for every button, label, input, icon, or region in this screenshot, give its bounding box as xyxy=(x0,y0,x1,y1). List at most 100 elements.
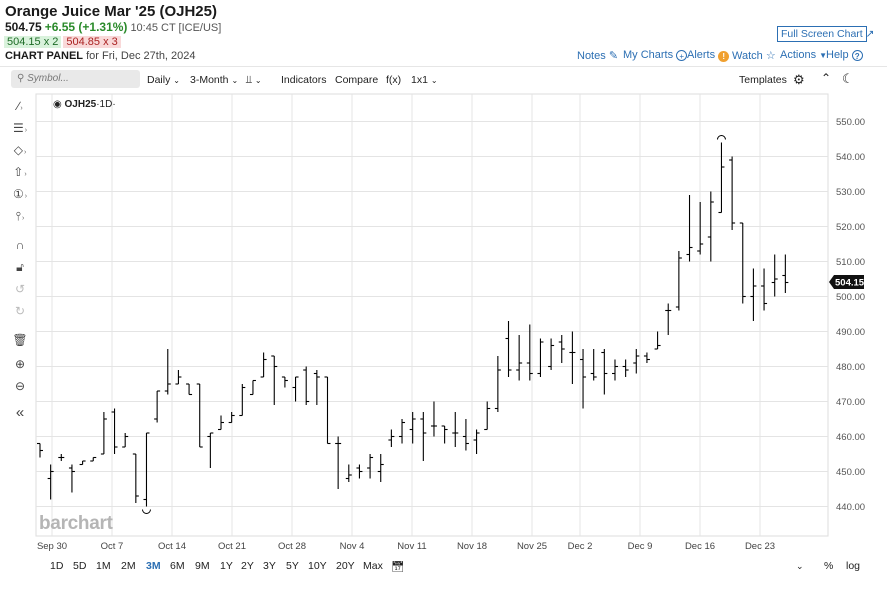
ohlc-bar xyxy=(132,453,139,503)
ohlc-bar xyxy=(324,376,331,445)
ohlc-bar xyxy=(665,303,672,335)
ohlc-bar xyxy=(58,454,65,461)
range-button-3m[interactable]: 3M xyxy=(146,560,161,572)
percent-toggle[interactable]: % xyxy=(824,560,834,572)
pencil-icon: ✎ xyxy=(608,50,619,62)
ohlc-bar xyxy=(388,429,395,447)
zoom-out-icon[interactable]: ⊖ xyxy=(14,379,26,393)
ohlc-bar xyxy=(196,383,203,448)
zoom-in-icon[interactable]: ⊕ xyxy=(14,357,26,371)
ask-badge: 504.85 x 3 xyxy=(63,36,121,48)
y-tick-label: 480.00 xyxy=(836,362,865,373)
x-tick-label: Oct 21 xyxy=(218,541,246,552)
x-tick-label: Oct 7 xyxy=(101,541,124,552)
shapes-tool[interactable]: ◇› xyxy=(13,143,27,157)
trash-icon[interactable]: 🗑︎ xyxy=(12,333,28,347)
panel-title: CHART PANEL xyxy=(5,50,84,62)
my-charts-link[interactable]: My Charts + xyxy=(623,49,688,61)
range-button-1d[interactable]: 1D xyxy=(50,560,64,572)
alerts-link[interactable]: Alerts ! xyxy=(687,49,730,62)
x-tick-label: Nov 18 xyxy=(457,541,487,552)
fibonacci-tool[interactable]: ☰› xyxy=(12,121,28,135)
eye-icon[interactable]: ◉ xyxy=(53,99,62,110)
range-button-2y[interactable]: 2Y xyxy=(241,560,254,572)
collapse-sidebar-icon[interactable]: « xyxy=(15,404,25,421)
ohlc-bar xyxy=(271,355,278,405)
y-tick-label: 460.00 xyxy=(836,432,865,443)
layout-dropdown[interactable]: 1x1 ⌄ xyxy=(411,74,438,86)
lock-icon[interactable]: 🔓︎ xyxy=(16,260,24,274)
actions-menu[interactable]: Actions ▼ xyxy=(780,49,827,61)
ohlc-bar xyxy=(462,419,469,451)
high-marker xyxy=(716,135,726,140)
compare-button[interactable]: Compare xyxy=(335,74,379,86)
collapse-up-icon[interactable]: ⌃ xyxy=(821,71,832,85)
bid-badge: 504.15 x 2 xyxy=(4,36,62,48)
my-charts-label: My Charts xyxy=(623,49,674,61)
last-price-tag: 504.15 xyxy=(829,274,865,289)
watch-link[interactable]: Watch ☆ xyxy=(732,49,776,62)
caret-down-icon: ▼ xyxy=(819,51,828,60)
calendar-icon[interactable]: 📅︎ xyxy=(391,561,405,573)
range-button-6m[interactable]: 6M xyxy=(170,560,185,572)
fx-button[interactable]: f(x) xyxy=(386,74,402,86)
interval-dropdown[interactable]: Daily ⌄ xyxy=(147,74,180,86)
y-tick-label: 520.00 xyxy=(836,222,865,233)
ohlc-bar xyxy=(707,191,714,262)
range-button-9m[interactable]: 9M xyxy=(195,560,210,572)
ohlc-bar xyxy=(175,370,182,385)
chart-type-dropdown[interactable]: ⫫ ⌄ xyxy=(246,74,262,87)
ohlc-bar xyxy=(558,335,565,363)
range-button-max[interactable]: Max xyxy=(363,560,383,572)
chart-symbol-label: ◉ OJH25·1D· xyxy=(53,99,116,110)
search-placeholder: Symbol... xyxy=(27,73,69,84)
annotation-tool[interactable]: ①› xyxy=(12,187,28,201)
ohlc-bar xyxy=(239,384,246,417)
ohlc-bar xyxy=(47,464,54,500)
double-chevron-down-icon[interactable]: ⌄ xyxy=(796,561,804,571)
ohlc-bar xyxy=(420,412,427,461)
symbol-search-input[interactable]: ⚲ Symbol... xyxy=(11,70,140,88)
ohlc-bar xyxy=(622,359,629,377)
log-toggle[interactable]: log xyxy=(846,560,861,572)
arrow-tool[interactable]: ⇧› xyxy=(13,165,27,179)
ohlc-bar xyxy=(313,370,320,405)
magnet-icon[interactable]: ∩ xyxy=(15,238,25,252)
ohlc-bar xyxy=(729,156,736,230)
full-screen-label: Full Screen Chart xyxy=(781,28,863,40)
ohlc-bar xyxy=(335,436,342,489)
ohlc-bar xyxy=(100,412,107,455)
range-button-5y[interactable]: 5Y xyxy=(286,560,299,572)
last-price-badge xyxy=(829,274,864,289)
redo-icon[interactable]: ↻ xyxy=(14,304,26,318)
undo-icon[interactable]: ↺ xyxy=(14,282,26,296)
ohlc-bar xyxy=(345,464,352,482)
range-button-1m[interactable]: 1M xyxy=(96,560,111,572)
dark-mode-moon-icon[interactable]: ☾ xyxy=(842,71,854,86)
trendline-tool[interactable]: ∕› xyxy=(17,99,23,113)
range-button-20y[interactable]: 20Y xyxy=(336,560,355,572)
range-button-5d[interactable]: 5D xyxy=(73,560,87,572)
external-arrow-icon: ↗ xyxy=(865,28,875,40)
range-button-1y[interactable]: 1Y xyxy=(220,560,233,572)
period-dropdown[interactable]: 3-Month ⌄ xyxy=(190,74,238,86)
alert-badge-icon: ! xyxy=(718,51,730,62)
range-button-2m[interactable]: 2M xyxy=(121,560,136,572)
help-link[interactable]: Help ? xyxy=(826,49,863,61)
gear-icon[interactable]: ⚙ xyxy=(793,72,805,87)
ohlc-bar xyxy=(675,251,682,311)
measure-tool[interactable]: ⫯› xyxy=(15,209,25,223)
ohlc-bar xyxy=(430,401,437,437)
full-screen-button[interactable]: Full Screen Chart ↗ xyxy=(777,26,874,42)
range-button-10y[interactable]: 10Y xyxy=(308,560,327,572)
range-button-3y[interactable]: 3Y xyxy=(263,560,276,572)
ohlc-bar xyxy=(377,454,384,482)
templates-button[interactable]: Templates xyxy=(739,74,787,86)
notes-link[interactable]: Notes ✎ xyxy=(577,49,618,62)
ohlc-bar xyxy=(452,412,459,447)
quote-line: 504.75 +6.55 (+1.31%) 10:45 CT [ICE/US] xyxy=(5,20,221,34)
chart-interval: ·1D· xyxy=(96,99,116,110)
indicators-button[interactable]: Indicators xyxy=(281,74,327,86)
chart-symbol: OJH25 xyxy=(64,99,97,110)
